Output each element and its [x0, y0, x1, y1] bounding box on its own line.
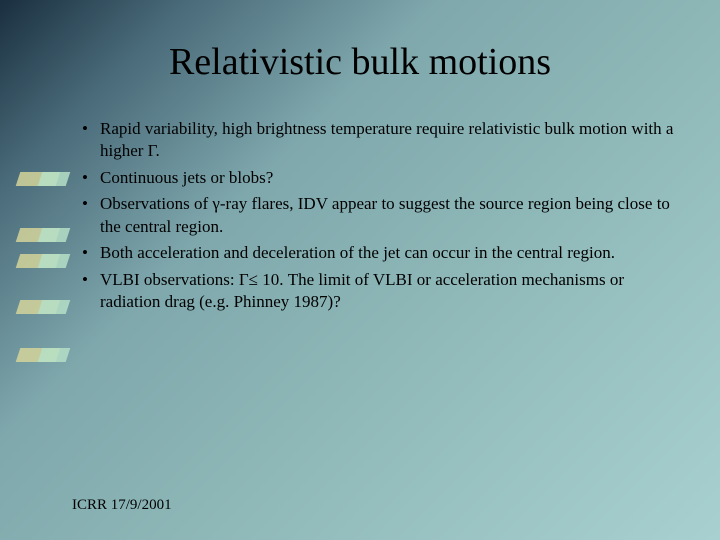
bullet-item: Continuous jets or blobs?	[82, 167, 680, 189]
bullet-item: Both acceleration and deceleration of th…	[82, 242, 680, 264]
slide-title: Relativistic bulk motions	[40, 40, 680, 84]
bullet-item: Rapid variability, high brightness tempe…	[82, 118, 680, 163]
bullet-item: Observations of γ-ray flares, IDV appear…	[82, 193, 680, 238]
bullet-item: VLBI observations: Γ≤ 10. The limit of V…	[82, 269, 680, 314]
bullet-list: Rapid variability, high brightness tempe…	[40, 118, 680, 314]
slide-container: Relativistic bulk motions Rapid variabil…	[0, 0, 720, 540]
slide-footer: ICRR 17/9/2001	[72, 497, 172, 514]
